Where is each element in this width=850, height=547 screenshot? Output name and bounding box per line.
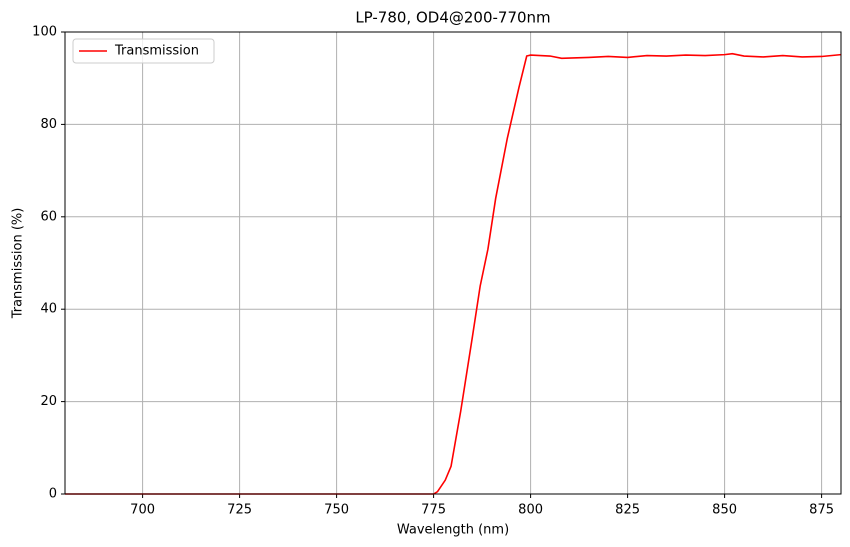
y-axis-label: Transmission (%) [11,208,26,320]
x-axis-label: Wavelength (nm) [397,523,509,538]
x-tick-label: 875 [809,503,834,518]
data-line [65,52,842,495]
y-tick-label: 20 [40,394,57,409]
x-tick-label: 750 [324,503,349,518]
x-tick-label: 800 [518,503,543,518]
y-tick-label: 60 [40,209,57,224]
x-tick-label: 725 [227,503,252,518]
x-tick-label: 775 [421,503,446,518]
plot-frame [64,31,842,495]
x-tick-label: 700 [130,503,155,518]
legend-label: Transmission [114,44,199,59]
y-tick-label: 0 [49,487,57,502]
chart-title: LP-780, OD4@200-770nm [355,9,550,27]
y-tick-label: 40 [40,302,57,317]
y-tick-label: 100 [32,25,57,40]
x-tick-label: 850 [712,503,737,518]
y-tick-label: 80 [40,117,57,132]
legend-box [72,38,215,64]
x-tick-label: 825 [615,503,640,518]
